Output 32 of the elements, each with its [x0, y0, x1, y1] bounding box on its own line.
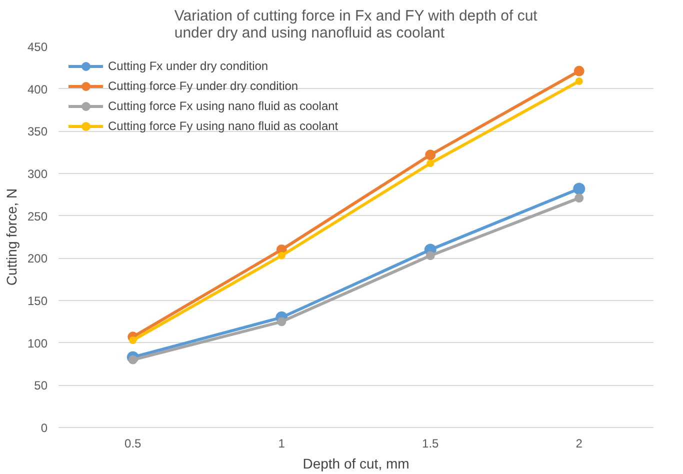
x-tick-label: 1.5	[422, 436, 440, 450]
y-tick-label: 0	[40, 421, 48, 435]
y-tick-label: 50	[34, 378, 48, 393]
legend-label: Cutting Fx under dry condition	[108, 59, 268, 73]
point	[425, 150, 436, 160]
x-tick-label: 2	[576, 436, 583, 450]
y-tick-label: 300	[27, 167, 48, 181]
y-tick-label: 250	[27, 209, 48, 224]
y-tick-label: 350	[27, 124, 48, 139]
point	[129, 336, 137, 344]
y-tick-label: 450	[27, 40, 48, 54]
chart-title: Variation of cutting force in Fx and FY with depth of cut under dry and using nanofluid as coolant	[174, 8, 538, 42]
legend-label: Cutting force Fy using nano fluid as coolant	[108, 119, 338, 133]
y-axis-title: Cutting force, N	[3, 188, 20, 286]
point	[573, 182, 586, 195]
x-tick-label: 1	[278, 436, 286, 450]
x-axis-title: Depth of cut, mm	[302, 456, 410, 472]
y-tick-label: 150	[27, 294, 48, 308]
point	[426, 251, 435, 260]
point	[278, 252, 286, 260]
point	[574, 194, 584, 203]
y-tick-label: 400	[27, 82, 48, 96]
point	[574, 66, 584, 76]
y-tick-label: 100	[27, 336, 48, 350]
point	[277, 317, 286, 326]
legend-label: Cutting force Fx using nano fluid as coolant	[108, 99, 338, 113]
y-tick-label: 200	[27, 252, 48, 266]
point	[575, 77, 583, 85]
point	[426, 160, 434, 168]
legend-label: Cutting force Fy under dry condition	[108, 79, 298, 93]
x-tick-label: 0.5	[124, 436, 142, 450]
point	[128, 355, 138, 364]
